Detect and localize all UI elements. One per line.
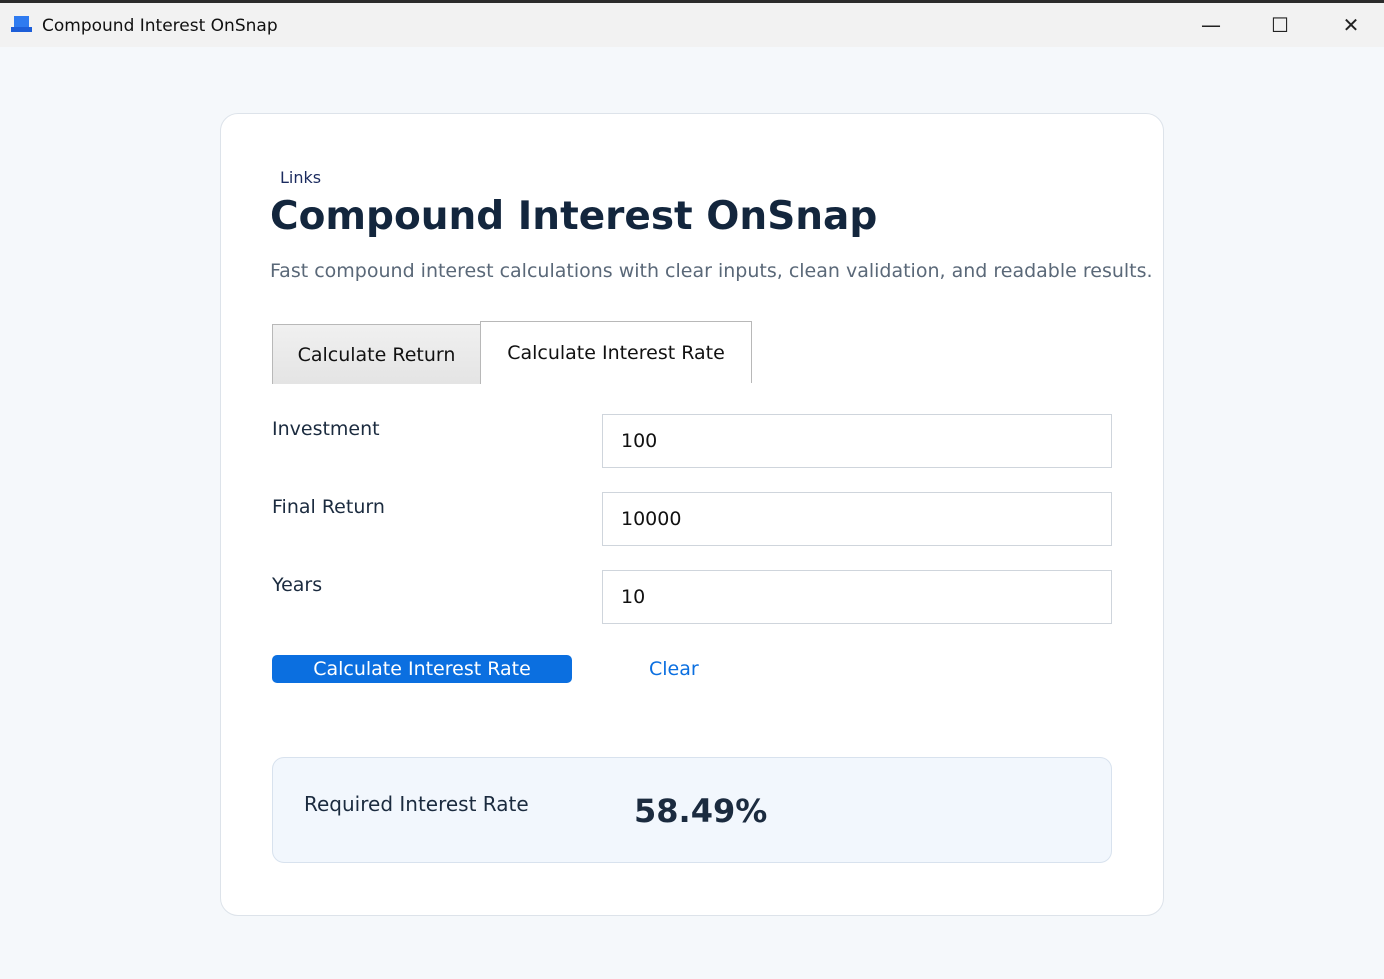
page-subtitle: Fast compound interest calculations with…: [270, 260, 1153, 282]
title-bar: Compound Interest OnSnap — ☐ ✕: [0, 0, 1384, 47]
close-button[interactable]: ✕: [1342, 13, 1360, 37]
minimize-button[interactable]: —: [1201, 13, 1221, 37]
investment-input[interactable]: [602, 414, 1112, 468]
maximize-button[interactable]: ☐: [1271, 13, 1289, 37]
result-value: 58.49%: [634, 792, 768, 830]
window-title: Compound Interest OnSnap: [42, 16, 278, 36]
tab-calculate-return[interactable]: Calculate Return: [272, 324, 481, 384]
calculate-interest-rate-button[interactable]: Calculate Interest Rate: [272, 655, 572, 683]
years-label: Years: [272, 574, 323, 596]
final-return-input[interactable]: [602, 492, 1112, 546]
app-laptop-icon: [11, 16, 32, 32]
result-panel: Required Interest Rate 58.49%: [272, 757, 1112, 863]
main-card: Links Compound Interest OnSnap Fast comp…: [220, 113, 1164, 916]
clear-button[interactable]: Clear: [649, 658, 699, 680]
tab-calculate-interest-rate[interactable]: Calculate Interest Rate: [480, 321, 752, 383]
years-input[interactable]: [602, 570, 1112, 624]
final-return-label: Final Return: [272, 496, 385, 518]
links-link[interactable]: Links: [280, 168, 322, 187]
page-title: Compound Interest OnSnap: [270, 194, 878, 239]
result-label: Required Interest Rate: [304, 792, 529, 816]
investment-label: Investment: [272, 418, 380, 440]
